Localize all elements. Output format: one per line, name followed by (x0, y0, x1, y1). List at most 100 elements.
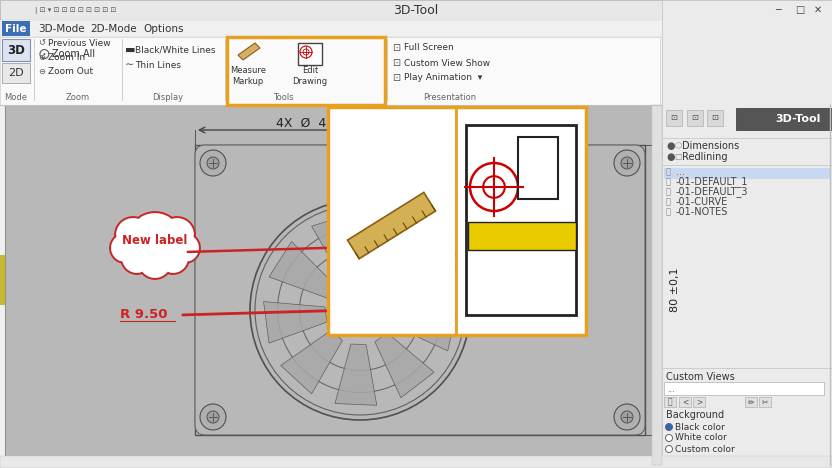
Polygon shape (392, 310, 457, 351)
FancyBboxPatch shape (518, 137, 558, 199)
FancyBboxPatch shape (2, 39, 30, 61)
Text: ✂: ✂ (762, 397, 768, 407)
Circle shape (128, 213, 181, 267)
Text: 🗀: 🗀 (666, 168, 671, 176)
FancyBboxPatch shape (466, 125, 576, 315)
Text: Black color: Black color (675, 423, 725, 431)
Text: | ⊡ ▾ ⊡ ⊡ ⊡ ⊡ ⊡ ⊡ ⊡ ⊡: | ⊡ ▾ ⊡ ⊡ ⊡ ⊡ ⊡ ⊡ ⊡ ⊡ (35, 7, 116, 14)
Text: Options: Options (143, 24, 184, 34)
Circle shape (303, 49, 309, 55)
Text: 2D: 2D (8, 68, 24, 78)
Circle shape (207, 411, 219, 423)
Circle shape (116, 218, 150, 252)
Text: ▬: ▬ (125, 45, 136, 55)
Polygon shape (387, 248, 453, 301)
Circle shape (121, 242, 153, 274)
Circle shape (207, 157, 219, 169)
Text: 80 ±0,1: 80 ±0,1 (670, 268, 680, 312)
Text: □: □ (795, 5, 805, 15)
Text: Previous View: Previous View (48, 38, 111, 47)
Text: Thin Lines: Thin Lines (135, 60, 181, 70)
FancyBboxPatch shape (328, 107, 455, 335)
Text: Custom View Show: Custom View Show (404, 58, 490, 67)
Text: ⊡: ⊡ (392, 58, 400, 68)
Text: ☐: ☐ (674, 153, 681, 161)
FancyBboxPatch shape (736, 108, 832, 130)
Text: ⊡: ⊡ (671, 114, 677, 123)
Text: Edit
Drawing: Edit Drawing (292, 66, 328, 86)
Circle shape (300, 46, 312, 58)
Circle shape (129, 214, 181, 266)
Circle shape (250, 200, 470, 420)
Circle shape (621, 157, 633, 169)
Text: White color: White color (675, 433, 726, 443)
Text: Zoom Out: Zoom Out (48, 66, 93, 75)
Text: Zoom: Zoom (66, 93, 90, 102)
Circle shape (336, 286, 384, 334)
Text: File: File (5, 24, 27, 34)
Text: ✏: ✏ (748, 397, 754, 407)
Text: Dimensions: Dimensions (682, 141, 740, 151)
Text: ⊡: ⊡ (711, 114, 719, 123)
Circle shape (123, 208, 187, 272)
Text: Black/White Lines: Black/White Lines (135, 45, 215, 54)
Circle shape (122, 243, 151, 273)
Text: New label: New label (122, 234, 188, 247)
FancyBboxPatch shape (5, 105, 660, 465)
Circle shape (159, 217, 195, 253)
Circle shape (614, 150, 640, 176)
Polygon shape (335, 344, 377, 405)
Text: Play Animation  ▾: Play Animation ▾ (404, 73, 483, 82)
Polygon shape (269, 241, 335, 298)
Circle shape (127, 212, 183, 268)
Text: ...: ... (676, 167, 685, 177)
Polygon shape (238, 43, 260, 60)
FancyBboxPatch shape (195, 145, 645, 435)
Polygon shape (312, 213, 357, 279)
Text: Custom color: Custom color (675, 445, 735, 453)
FancyBboxPatch shape (298, 43, 322, 65)
Circle shape (139, 246, 171, 278)
Circle shape (200, 150, 226, 176)
FancyBboxPatch shape (693, 397, 705, 407)
FancyBboxPatch shape (759, 397, 771, 407)
Circle shape (614, 404, 640, 430)
Circle shape (354, 303, 367, 316)
Circle shape (158, 243, 188, 273)
FancyBboxPatch shape (664, 382, 824, 395)
Text: ⬡: ⬡ (674, 141, 681, 151)
FancyBboxPatch shape (666, 110, 682, 126)
Circle shape (170, 233, 200, 263)
Text: 3D-Tool: 3D-Tool (394, 3, 438, 16)
FancyBboxPatch shape (2, 63, 30, 83)
FancyBboxPatch shape (662, 0, 832, 468)
FancyBboxPatch shape (687, 110, 703, 126)
Circle shape (138, 245, 172, 279)
Text: ●: ● (666, 141, 675, 151)
Circle shape (161, 218, 194, 252)
Text: Custom Views: Custom Views (666, 372, 735, 382)
Text: Measure
Markup: Measure Markup (230, 66, 266, 86)
Text: ∼: ∼ (125, 60, 135, 70)
Text: >: > (696, 397, 702, 407)
Polygon shape (375, 333, 434, 398)
Polygon shape (366, 215, 415, 281)
Text: ✕: ✕ (814, 5, 822, 15)
Circle shape (483, 176, 505, 198)
Text: -01-CURVE: -01-CURVE (676, 197, 728, 207)
FancyBboxPatch shape (652, 105, 662, 465)
FancyBboxPatch shape (0, 20, 832, 37)
Text: 3D-Tool: 3D-Tool (775, 114, 820, 124)
FancyBboxPatch shape (745, 397, 757, 407)
Text: -01-NOTES: -01-NOTES (676, 207, 728, 217)
Text: 3D: 3D (7, 44, 25, 57)
FancyBboxPatch shape (0, 37, 660, 105)
Text: Presentation: Presentation (423, 93, 477, 102)
Text: ⊡: ⊡ (691, 114, 699, 123)
Text: 4X  Ø  4,3: 4X Ø 4,3 (276, 117, 339, 130)
Text: ...: ... (667, 385, 675, 394)
Text: ⊙: ⊙ (38, 46, 51, 61)
Circle shape (347, 297, 374, 323)
Text: ↺: ↺ (38, 38, 45, 47)
Circle shape (666, 424, 672, 431)
